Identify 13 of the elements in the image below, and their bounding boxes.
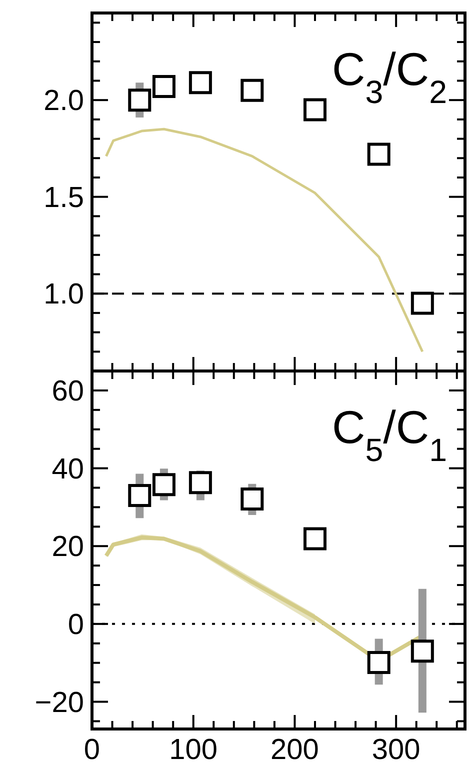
x-tick-label: 300 <box>372 734 420 764</box>
y-tick-label: 60 <box>52 375 84 408</box>
text: C$_{3}$/C$_{2}$ <box>332 43 447 110</box>
text: C$_{5}$/C$_{1}$ <box>332 401 447 468</box>
y-tick-label: −20 <box>34 686 84 719</box>
x-tick-label: 100 <box>169 734 218 764</box>
y-tick-label: 2.0 <box>44 85 84 118</box>
y-tick-label: 1.0 <box>44 278 84 311</box>
y-tick-label: 0 <box>68 608 84 641</box>
y-tick-label: 40 <box>52 453 84 486</box>
y-tick-label: 20 <box>52 531 84 564</box>
y-tick-label: 1.5 <box>44 182 84 214</box>
x-tick-label: 200 <box>270 734 319 764</box>
